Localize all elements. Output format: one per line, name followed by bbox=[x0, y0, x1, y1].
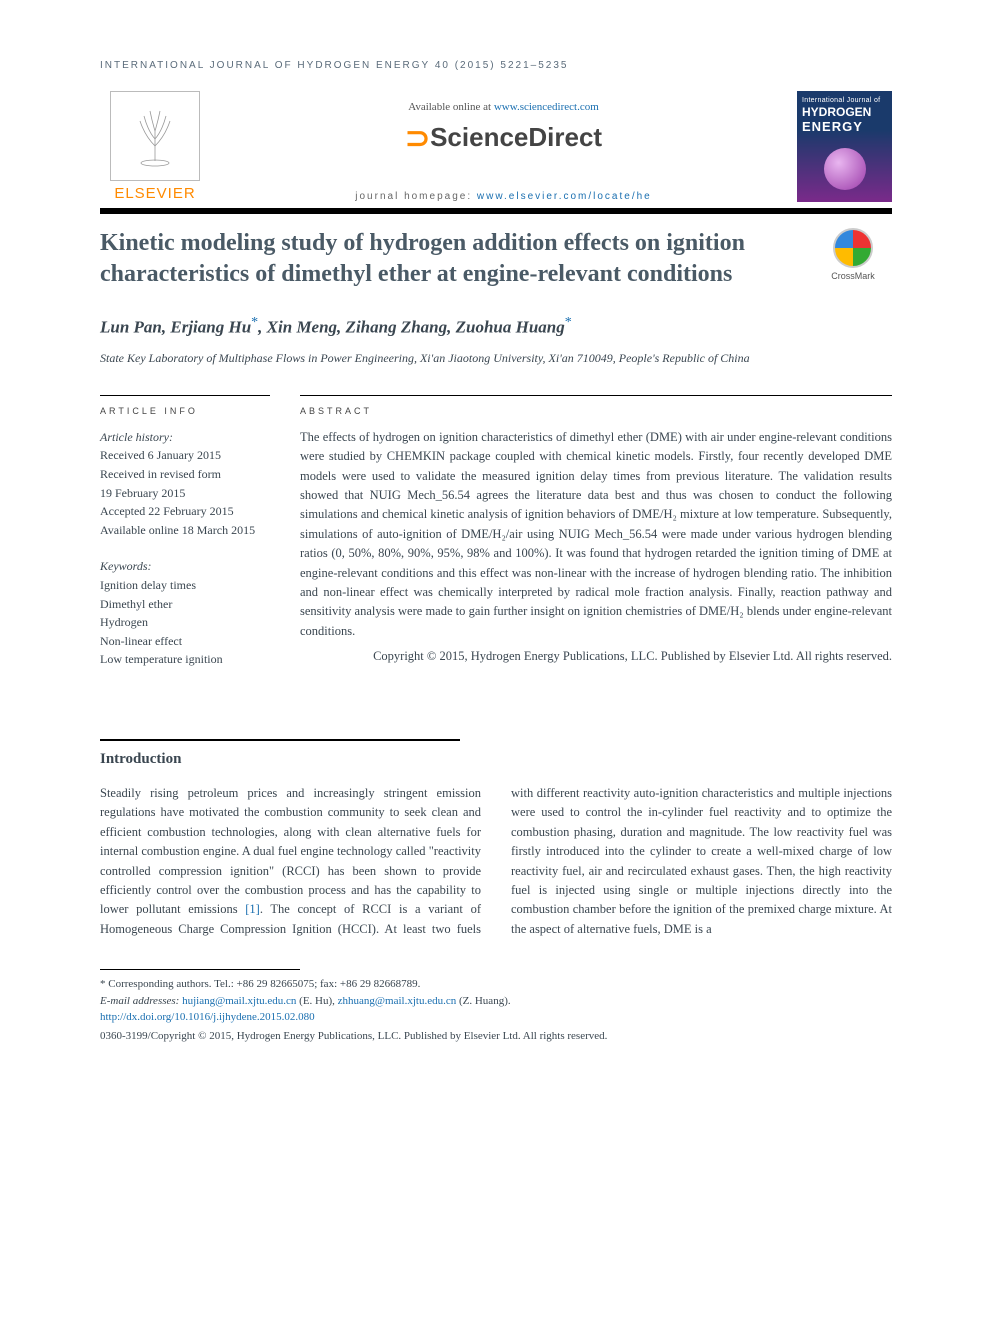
cover-line1: International Journal of bbox=[802, 97, 887, 104]
sd-swoosh-icon: ⊃ bbox=[405, 122, 430, 155]
sd-wordmark: ScienceDirect bbox=[430, 122, 602, 152]
center-header: Available online at www.sciencedirect.co… bbox=[210, 91, 797, 202]
bottom-copyright: 0360-3199/Copyright © 2015, Hydrogen Ene… bbox=[100, 1028, 892, 1045]
crossmark-badge[interactable]: CrossMark bbox=[814, 228, 892, 281]
title-rule bbox=[100, 208, 892, 214]
sciencedirect-logo: ⊃ScienceDirect bbox=[220, 121, 787, 156]
abstract-col: ABSTRACT The effects of hydrogen on igni… bbox=[300, 395, 892, 669]
elsevier-wordmark: ELSEVIER bbox=[114, 185, 195, 202]
intro-paragraph: Steadily rising petroleum prices and inc… bbox=[100, 784, 892, 939]
available-online-line: Available online at www.sciencedirect.co… bbox=[220, 101, 787, 113]
keywords-label: Keywords: bbox=[100, 557, 270, 576]
history-revised-2: 19 February 2015 bbox=[100, 484, 270, 503]
title-row: Kinetic modeling study of hydrogen addit… bbox=[100, 228, 892, 289]
email-who-1: (E. Hu), bbox=[296, 995, 337, 1007]
ref-link-1[interactable]: [1] bbox=[245, 902, 260, 916]
corr-mark-2: * bbox=[565, 315, 572, 330]
info-abstract-row: ARTICLE INFO Article history: Received 6… bbox=[100, 395, 892, 669]
history-revised-1: Received in revised form bbox=[100, 465, 270, 484]
authors-part1: Lun Pan, Erjiang Hu bbox=[100, 318, 251, 337]
email-who-2: (Z. Huang). bbox=[456, 995, 510, 1007]
history-label: Article history: bbox=[100, 428, 270, 447]
crossmark-label: CrossMark bbox=[831, 271, 875, 281]
history-received: Received 6 January 2015 bbox=[100, 446, 270, 465]
keyword: Dimethyl ether bbox=[100, 595, 270, 614]
cover-graphic-icon bbox=[824, 148, 866, 190]
article-title: Kinetic modeling study of hydrogen addit… bbox=[100, 228, 798, 289]
running-head: INTERNATIONAL JOURNAL OF HYDROGEN ENERGY… bbox=[100, 60, 892, 71]
abstract-copyright: Copyright © 2015, Hydrogen Energy Public… bbox=[300, 647, 892, 666]
keyword: Non-linear effect bbox=[100, 632, 270, 651]
abstract-head: ABSTRACT bbox=[300, 395, 892, 416]
footnote-rule bbox=[100, 969, 300, 970]
body-columns: Steadily rising petroleum prices and inc… bbox=[100, 784, 892, 939]
intro-text-a: Steadily rising petroleum prices and inc… bbox=[100, 786, 481, 916]
elsevier-tree-icon bbox=[110, 91, 200, 181]
email-link-2[interactable]: zhhuang@mail.xjtu.edu.cn bbox=[338, 995, 457, 1007]
article-info-col: ARTICLE INFO Article history: Received 6… bbox=[100, 395, 270, 669]
header-block: ELSEVIER Available online at www.science… bbox=[100, 91, 892, 202]
article-info-head: ARTICLE INFO bbox=[100, 395, 270, 416]
keyword: Hydrogen bbox=[100, 613, 270, 632]
history-online: Available online 18 March 2015 bbox=[100, 521, 270, 540]
email-line: E-mail addresses: hujiang@mail.xjtu.edu.… bbox=[100, 993, 892, 1010]
homepage-link[interactable]: www.elsevier.com/locate/he bbox=[477, 191, 652, 202]
journal-cover: International Journal of HYDROGEN ENERGY bbox=[797, 91, 892, 202]
abstract-text: The effects of hydrogen on ignition char… bbox=[300, 428, 892, 641]
keyword: Low temperature ignition bbox=[100, 650, 270, 669]
intro-heading: Introduction bbox=[100, 751, 892, 768]
email-label: E-mail addresses: bbox=[100, 995, 182, 1007]
cover-line3: ENERGY bbox=[802, 119, 887, 134]
keywords-block: Keywords: Ignition delay times Dimethyl … bbox=[100, 557, 270, 669]
elsevier-logo: ELSEVIER bbox=[100, 91, 210, 202]
available-prefix: Available online at bbox=[408, 101, 494, 113]
author-list: Lun Pan, Erjiang Hu *, Xin Meng, Zihang Z… bbox=[100, 315, 892, 338]
affiliation: State Key Laboratory of Multiphase Flows… bbox=[100, 350, 892, 367]
homepage-line: journal homepage: www.elsevier.com/locat… bbox=[220, 191, 787, 202]
cover-line2: HYDROGEN bbox=[802, 105, 887, 119]
keyword: Ignition delay times bbox=[100, 576, 270, 595]
sciencedirect-link[interactable]: www.sciencedirect.com bbox=[494, 101, 599, 113]
doi-link[interactable]: http://dx.doi.org/10.1016/j.ijhydene.201… bbox=[100, 1011, 315, 1023]
crossmark-icon bbox=[833, 228, 873, 268]
email-link-1[interactable]: hujiang@mail.xjtu.edu.cn bbox=[182, 995, 296, 1007]
homepage-prefix: journal homepage: bbox=[355, 191, 477, 202]
article-history: Article history: Received 6 January 2015… bbox=[100, 428, 270, 540]
corresponding-author-note: * Corresponding authors. Tel.: +86 29 82… bbox=[100, 976, 892, 993]
intro-rule bbox=[100, 739, 460, 741]
history-accepted: Accepted 22 February 2015 bbox=[100, 502, 270, 521]
footnotes: * Corresponding authors. Tel.: +86 29 82… bbox=[100, 976, 892, 1044]
authors-part2: , Xin Meng, Zihang Zhang, Zuohua Huang bbox=[258, 318, 565, 337]
